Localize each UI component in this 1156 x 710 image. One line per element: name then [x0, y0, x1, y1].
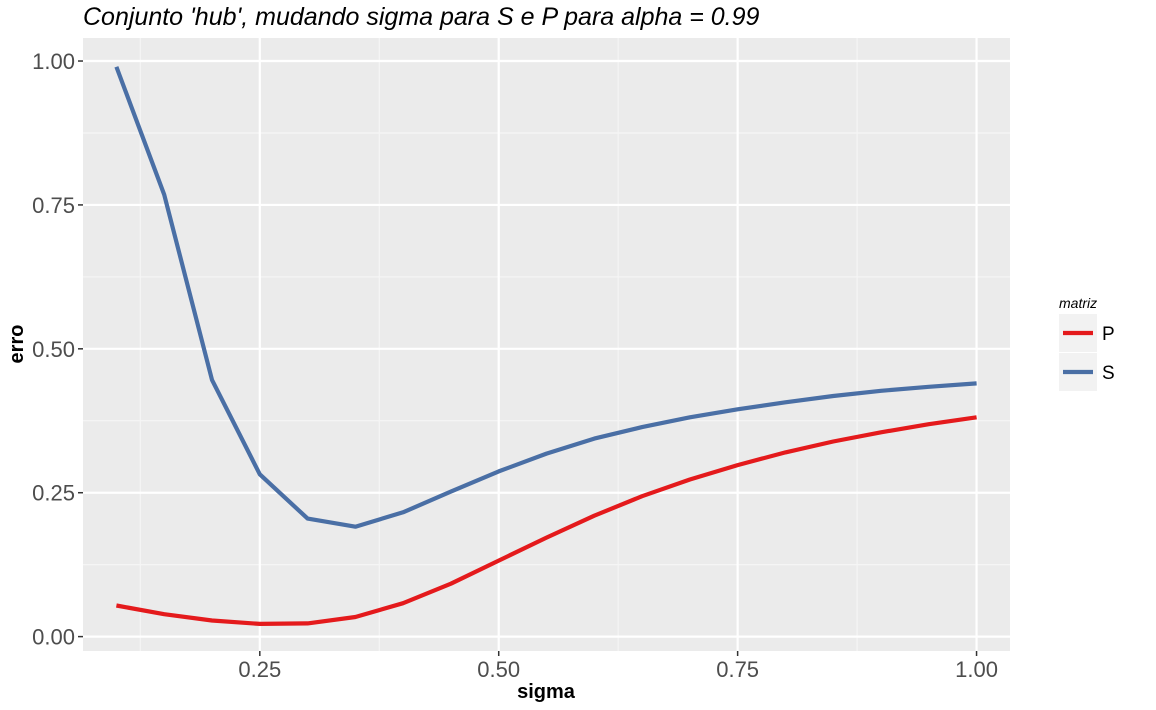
y-tick-label: 0.00 — [32, 625, 75, 650]
x-tick-label: 1.00 — [955, 657, 998, 682]
legend-label-s: S — [1102, 363, 1115, 384]
legend-items: PS — [1059, 314, 1115, 391]
x-axis-title: sigma — [517, 681, 576, 703]
legend: matriz PS — [1059, 295, 1115, 391]
y-tick-labels: 0.00 0.25 0.50 0.75 1.00 — [32, 49, 75, 650]
y-tick-label: 0.75 — [32, 193, 75, 218]
legend-title: matriz — [1059, 295, 1097, 311]
y-tick-label: 0.50 — [32, 337, 75, 362]
x-tick-label: 0.50 — [477, 657, 520, 682]
y-tick-label: 0.25 — [32, 481, 75, 506]
plot-panel — [83, 38, 1010, 651]
series-line-s — [114, 66, 977, 529]
axis-ticks — [78, 60, 978, 656]
x-tick-label: 0.25 — [238, 657, 281, 682]
x-tick-label: 0.75 — [716, 657, 759, 682]
series-line-p — [116, 415, 977, 627]
y-tick-label: 1.00 — [32, 49, 75, 74]
legend-label-p: P — [1102, 324, 1115, 345]
chart-title: Conjunto 'hub', mudando sigma para S e P… — [83, 3, 760, 31]
x-tick-labels: 0.25 0.50 0.75 1.00 — [238, 657, 998, 682]
grid-minor — [83, 38, 1010, 651]
grid-major — [83, 38, 1010, 651]
y-axis-title: erro — [6, 325, 28, 364]
series-layer — [114, 66, 977, 627]
